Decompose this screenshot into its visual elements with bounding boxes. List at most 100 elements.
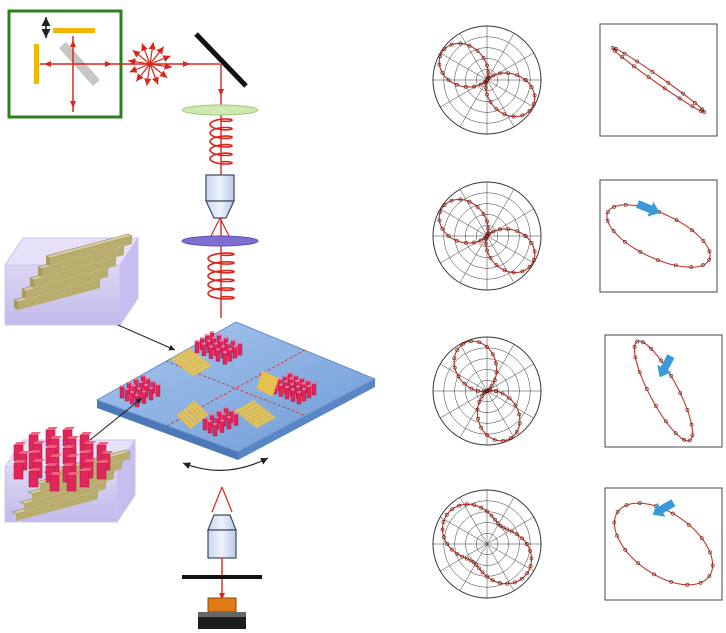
polar-data-point xyxy=(445,542,450,546)
nanopillar xyxy=(301,388,307,402)
source-ray xyxy=(129,63,151,73)
polarization-ellipse-plot xyxy=(604,334,723,448)
ellipse-data-point xyxy=(707,249,712,254)
camera-detector xyxy=(198,597,246,629)
ellipse-frame xyxy=(599,179,718,293)
nanopillar xyxy=(155,384,161,397)
ellipse-data-point xyxy=(700,107,705,112)
ellipse-trace xyxy=(606,204,711,268)
polar-data-point xyxy=(517,421,522,426)
top-mirror xyxy=(53,28,95,33)
polar-data-point xyxy=(520,269,525,274)
nanopillar xyxy=(296,391,302,405)
grating-bar xyxy=(261,370,279,382)
polar-data-point xyxy=(524,542,529,546)
grating-bar xyxy=(251,412,272,426)
ellipse-data-point xyxy=(692,100,697,105)
polar-data-point xyxy=(529,241,534,245)
polar-data-point xyxy=(442,47,447,51)
nanopillar xyxy=(311,382,317,396)
polar-data-point xyxy=(497,71,502,76)
grating-bar xyxy=(188,402,206,420)
polar-data-point xyxy=(494,107,499,112)
ellipse-data-point xyxy=(685,408,690,412)
polar-data-point xyxy=(532,93,537,98)
polar-data-point xyxy=(520,113,525,118)
source-ray xyxy=(149,63,168,79)
grating-bar xyxy=(235,400,256,414)
polar-data-point xyxy=(489,513,494,518)
ellipse-data-point xyxy=(612,520,617,525)
polar-data-point xyxy=(442,203,447,207)
ellipse-data-point xyxy=(669,580,674,584)
polar-data-point xyxy=(485,433,489,437)
inset-nanopillar xyxy=(79,470,90,488)
polar-trace xyxy=(438,42,536,118)
quarter-wave-plate xyxy=(181,235,259,247)
polar-data-point xyxy=(475,204,480,209)
grating-bar xyxy=(258,379,276,391)
polar-data-point xyxy=(475,48,480,53)
ellipse-data-point xyxy=(699,536,704,541)
polar-data-point xyxy=(485,63,489,68)
measurement-row-4 xyxy=(432,487,723,601)
analyzer-slit xyxy=(182,575,262,579)
polar-data-point xyxy=(506,71,511,76)
polar-data-point xyxy=(449,42,454,47)
ellipse-data-point xyxy=(637,370,642,374)
nanopillar xyxy=(290,389,296,402)
polar-data-point xyxy=(520,536,525,541)
ellipse-trace xyxy=(612,47,705,113)
polar-data-point xyxy=(479,505,484,510)
polar-data-point xyxy=(455,551,459,556)
ellipse-data-point xyxy=(701,239,706,243)
polar-data-point xyxy=(527,109,532,113)
ellipse-trace xyxy=(633,340,694,442)
polar-data-point xyxy=(489,384,494,389)
polar-data-point xyxy=(495,521,500,525)
polar-data-point xyxy=(483,85,488,90)
polar-data-point xyxy=(511,114,516,119)
ellipse-data-point xyxy=(666,80,671,85)
polar-data-point xyxy=(511,270,516,275)
polar-data-point xyxy=(468,558,473,563)
nanopillar xyxy=(232,346,238,359)
polar-data-point xyxy=(441,519,446,524)
polar-data-point xyxy=(494,370,499,375)
polar-data-point xyxy=(497,227,502,232)
polar-data-point xyxy=(455,348,460,352)
ellipse-data-point xyxy=(635,339,640,344)
nanopillar xyxy=(208,346,214,359)
polar-data-point xyxy=(450,507,455,512)
polar-data-point xyxy=(494,263,499,268)
polar-data-point xyxy=(437,62,442,67)
nanopillar xyxy=(227,349,233,362)
ellipse-data-point xyxy=(690,104,695,109)
polar-data-point xyxy=(440,527,445,532)
circular-polarization-spiral-top xyxy=(209,118,233,165)
polar-data-point xyxy=(531,101,536,106)
ellipse-data-point xyxy=(689,265,694,270)
grating-bar xyxy=(248,410,269,424)
ellipse-data-point xyxy=(624,503,629,508)
polar-data-point xyxy=(472,84,477,89)
ellipse-data-point xyxy=(650,69,655,74)
left-mirror xyxy=(34,44,39,84)
source-ray xyxy=(132,49,151,65)
polar-data-point xyxy=(515,229,520,234)
polar-data-point xyxy=(458,41,463,46)
grating-bar xyxy=(177,353,199,367)
polar-data-point xyxy=(513,403,518,408)
polar-data-point xyxy=(512,580,517,585)
grating-bar xyxy=(176,412,194,430)
polar-trace xyxy=(441,503,533,585)
ellipse-data-point xyxy=(646,75,651,80)
polar-data-point xyxy=(517,412,522,417)
polarization-ellipse-plot xyxy=(599,23,718,137)
grating-bar xyxy=(185,405,203,422)
measurement-panels xyxy=(432,23,723,601)
polar-data-point xyxy=(483,390,488,395)
polar-data-point xyxy=(458,197,463,202)
polar-data-point xyxy=(532,249,537,254)
ellipse-data-point xyxy=(638,249,643,254)
